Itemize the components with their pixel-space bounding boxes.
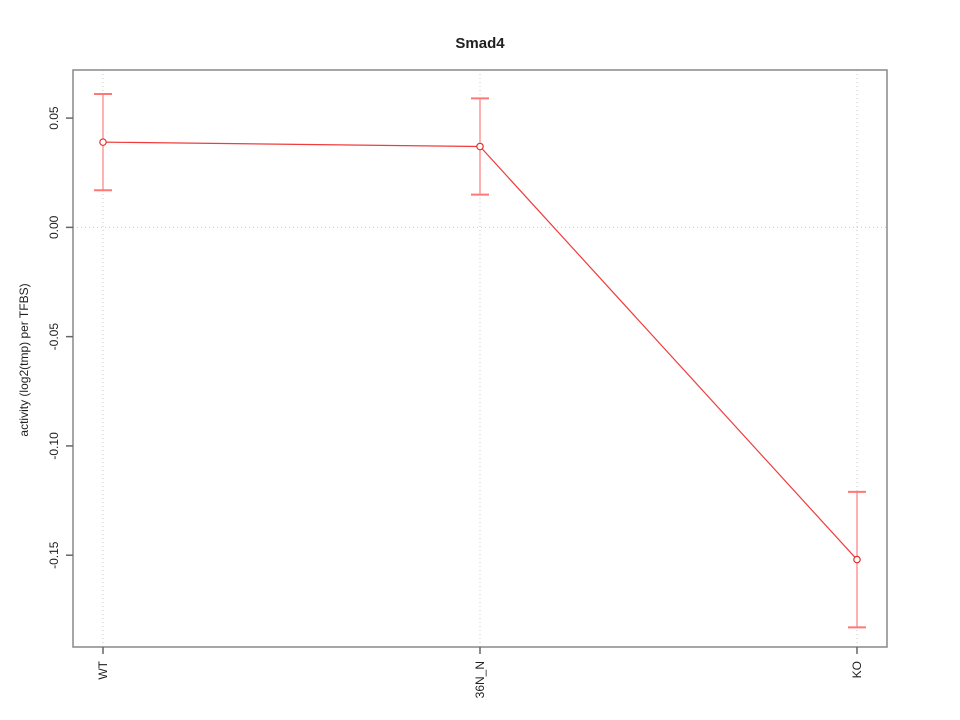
data-point-WT [99, 138, 107, 146]
y-tick-label-0.05: 0.05 [47, 106, 61, 130]
y-axis-label: activity (log2(tmp) per TFBS) [17, 283, 31, 436]
plot-area: 0.05 0.00 -0.05 -0.10 -0.15 WT 36N_N KO [47, 69, 888, 698]
y-tick-label--0.15: -0.15 [47, 541, 61, 569]
y-tick-label--0.10: -0.10 [47, 432, 61, 460]
x-tick-label-36N_N: 36N_N [473, 661, 487, 698]
y-tick-label-0.00: 0.00 [47, 215, 61, 239]
y-tick-label--0.05: -0.05 [47, 323, 61, 351]
data-point-36N_N [476, 142, 484, 151]
data-point-KO [853, 555, 861, 564]
chart-title: Smad4 [455, 35, 505, 52]
x-tick-label-KO: KO [850, 661, 864, 678]
x-tick-label-WT: WT [96, 660, 110, 679]
